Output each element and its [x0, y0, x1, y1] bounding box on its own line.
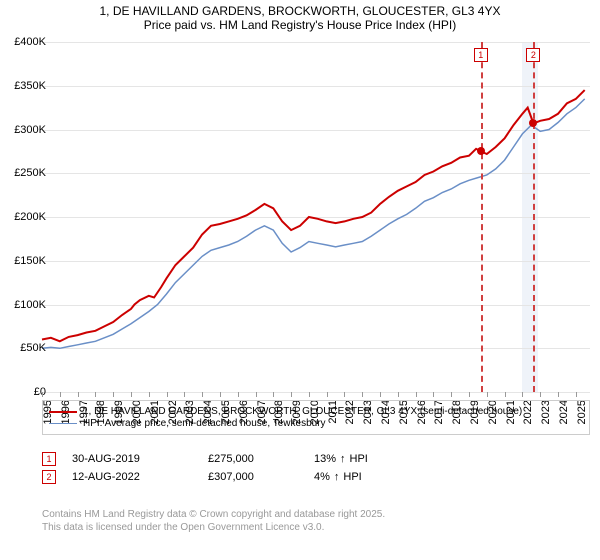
- y-tick-label: £300K: [6, 124, 46, 136]
- y-tick-label: £50K: [6, 342, 46, 354]
- event-number-badge: 2: [42, 470, 56, 484]
- y-tick-label: £350K: [6, 80, 46, 92]
- y-tick-label: £400K: [6, 36, 46, 48]
- event-price: £307,000: [208, 471, 298, 483]
- legend-swatch: [49, 411, 77, 413]
- footer-attribution: Contains HM Land Registry data © Crown c…: [42, 508, 590, 534]
- legend-swatch: [49, 423, 77, 425]
- event-dot: [477, 147, 485, 155]
- legend-label: HPI: Average price, semi-detached house,…: [83, 418, 326, 429]
- footer-line2: This data is licensed under the Open Gov…: [42, 521, 590, 534]
- legend-box: 1, DE HAVILLAND GARDENS, BROCKWORTH, GLO…: [42, 400, 590, 435]
- event-pct: 13% ↑ HPI: [314, 453, 368, 465]
- event-number-badge: 1: [42, 452, 56, 466]
- y-tick-label: £150K: [6, 255, 46, 267]
- event-hpi-label: HPI: [350, 453, 368, 465]
- event-dot: [529, 119, 537, 127]
- chart-title-subtitle: Price paid vs. HM Land Registry's House …: [10, 18, 590, 32]
- legend-item: 1, DE HAVILLAND GARDENS, BROCKWORTH, GLO…: [49, 406, 583, 417]
- y-tick-label: £200K: [6, 211, 46, 223]
- legend-label: 1, DE HAVILLAND GARDENS, BROCKWORTH, GLO…: [83, 406, 522, 417]
- footer-line1: Contains HM Land Registry data © Crown c…: [42, 508, 590, 521]
- y-tick-label: £250K: [6, 167, 46, 179]
- y-tick-label: £0: [6, 386, 46, 398]
- arrow-up-icon: ↑: [340, 453, 346, 465]
- event-price: £275,000: [208, 453, 298, 465]
- event-pct: 4% ↑ HPI: [314, 471, 362, 483]
- event-pct-value: 13%: [314, 453, 336, 465]
- arrow-up-icon: ↑: [334, 471, 340, 483]
- event-marker-badge: 2: [526, 48, 540, 62]
- event-date: 30-AUG-2019: [72, 453, 192, 465]
- event-pct-value: 4%: [314, 471, 330, 483]
- chart-lines: [42, 42, 590, 392]
- event-date: 12-AUG-2022: [72, 471, 192, 483]
- event-marker-badge: 1: [474, 48, 488, 62]
- series-line-price_paid: [42, 90, 585, 341]
- event-row: 1 30-AUG-2019 £275,000 13% ↑ HPI: [42, 452, 590, 466]
- event-list: 1 30-AUG-2019 £275,000 13% ↑ HPI 2 12-AU…: [42, 448, 590, 488]
- chart-title-address: 1, DE HAVILLAND GARDENS, BROCKWORTH, GLO…: [10, 4, 590, 18]
- chart-plot-area: 12: [42, 42, 590, 392]
- series-line-hpi: [42, 99, 585, 348]
- event-hpi-label: HPI: [343, 471, 361, 483]
- event-row: 2 12-AUG-2022 £307,000 4% ↑ HPI: [42, 470, 590, 484]
- y-tick-label: £100K: [6, 299, 46, 311]
- legend-item: HPI: Average price, semi-detached house,…: [49, 418, 583, 429]
